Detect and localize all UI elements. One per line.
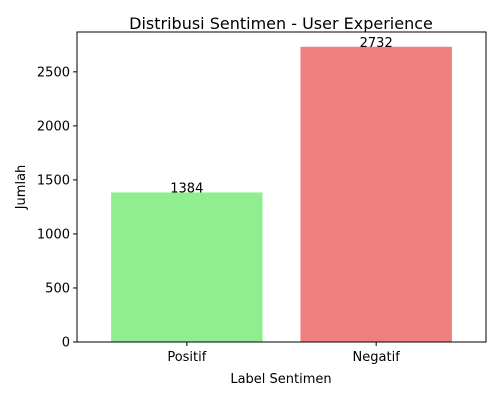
plot-area: 1384 Positif 2732 Negatif 0 500 1000 1500 2000 25…: [37, 36, 452, 365]
plot-frame: [76, 31, 487, 343]
bar-positif: [111, 192, 263, 342]
data-label-negatif: 2732: [360, 36, 393, 51]
y-tick-label: 500: [45, 281, 70, 296]
y-tick-label: 2000: [37, 119, 70, 134]
data-label-positif: 1384: [170, 181, 203, 196]
y-axis-label: Jumlah: [14, 165, 29, 211]
bar-negatif: [300, 46, 452, 343]
y-tick-label: 1000: [37, 227, 70, 242]
y-tick-label: 2500: [37, 65, 70, 80]
chart-title: Distribusi Sentimen - User Experience: [129, 14, 433, 33]
x-tick-label-negatif: Negatif: [353, 350, 401, 365]
x-axis-label: Label Sentimen: [230, 372, 331, 387]
x-tick-label-positif: Positif: [167, 350, 206, 365]
y-tick-label: 1500: [37, 173, 70, 188]
y-tick-label: 0: [62, 336, 70, 351]
